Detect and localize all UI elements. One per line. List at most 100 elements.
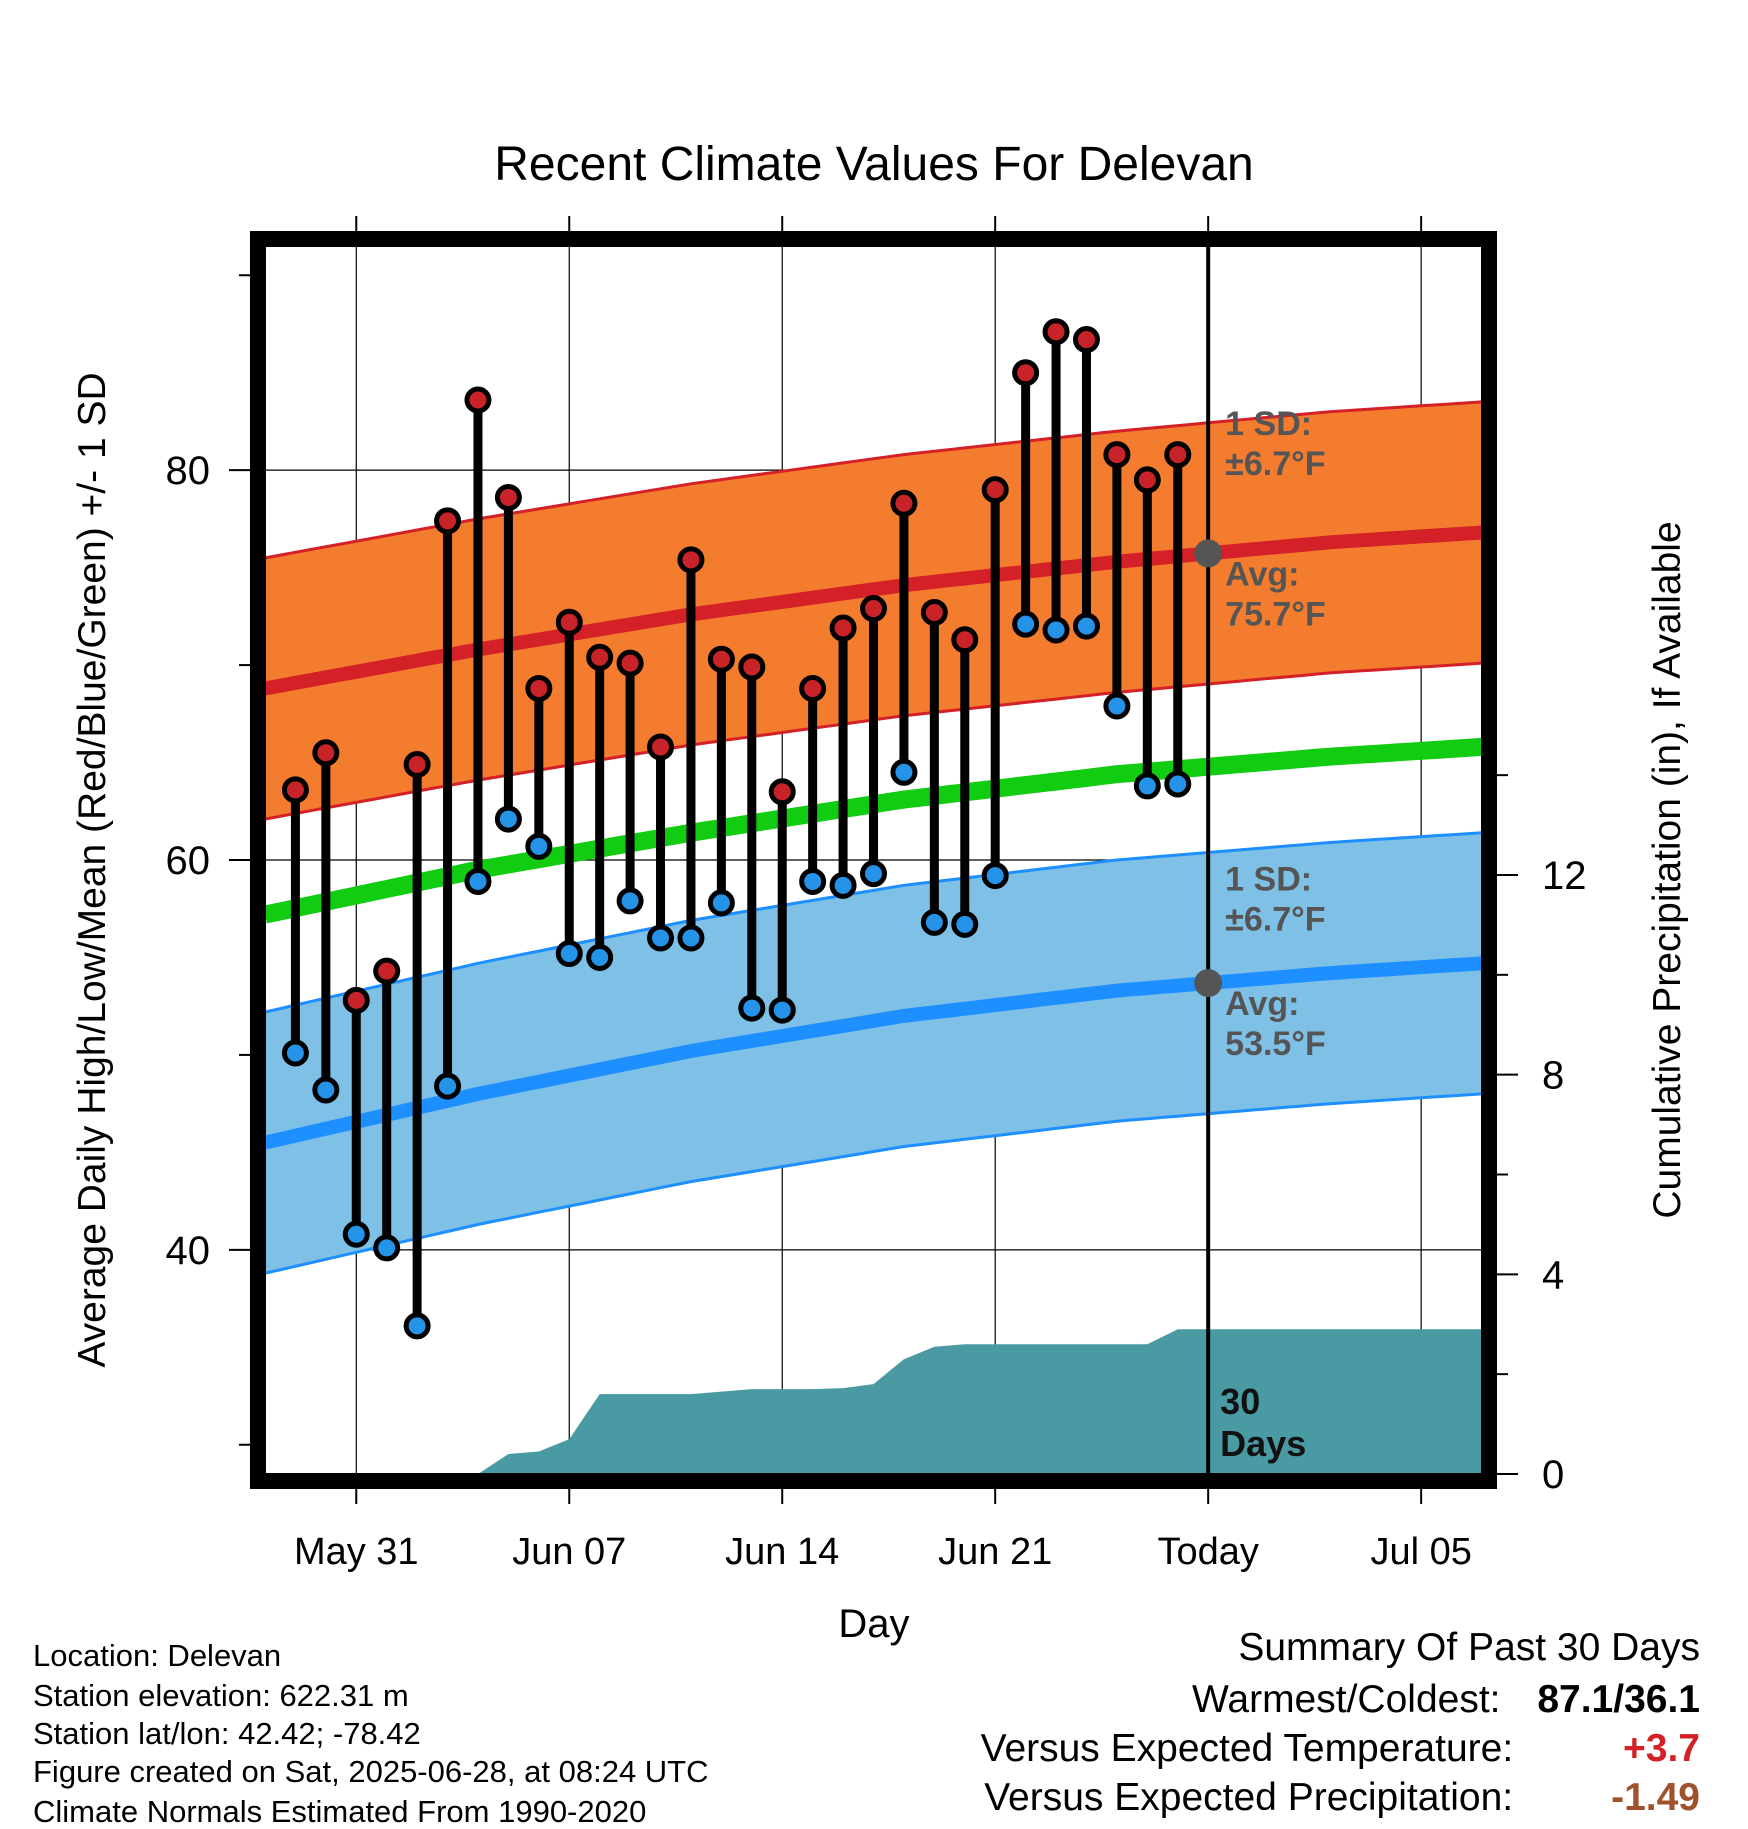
daily-low-point bbox=[373, 1234, 401, 1262]
chart-title: Recent Climate Values For Delevan bbox=[494, 138, 1253, 191]
daily-high-point bbox=[768, 778, 796, 806]
daily-low-point bbox=[342, 1220, 370, 1248]
temp-anomaly-value: +3.7 bbox=[1623, 1727, 1700, 1770]
high-avg-value: 75.7°F bbox=[1225, 595, 1326, 633]
daily-low-point bbox=[1133, 772, 1161, 800]
daily-low-point bbox=[281, 1039, 309, 1067]
daily-low-point bbox=[738, 994, 766, 1022]
temp-anomaly-label: Versus Expected Temperature: bbox=[980, 1727, 1514, 1770]
summary-temperature: Versus Expected Temperature: +3.7 bbox=[981, 1729, 1700, 1768]
daily-low-point bbox=[312, 1076, 340, 1104]
daily-low-point bbox=[677, 924, 705, 952]
daily-low-point bbox=[829, 871, 857, 899]
y-axis-label-left: Average Daily High/Low/Mean (Red/Blue/Gr… bbox=[71, 372, 114, 1367]
y-right-tick-label: 4 bbox=[1542, 1253, 1564, 1297]
daily-low-point bbox=[707, 889, 735, 917]
daily-high-point bbox=[738, 653, 766, 681]
daily-low-point bbox=[799, 867, 827, 895]
summary-title: Summary Of Past 30 Days bbox=[1238, 1626, 1700, 1669]
daily-low-point bbox=[647, 924, 675, 952]
x-tick-label: Jul 05 bbox=[1370, 1531, 1471, 1573]
info-elevation: Station elevation: 622.31 m bbox=[33, 1678, 409, 1713]
daily-low-point bbox=[920, 908, 948, 936]
daily-high-point bbox=[464, 386, 492, 414]
daily-low-point bbox=[525, 832, 553, 860]
daily-low-point bbox=[1164, 770, 1192, 798]
daily-low-point bbox=[1103, 692, 1131, 720]
daily-low-point bbox=[616, 887, 644, 915]
daily-low-point bbox=[494, 805, 522, 833]
daily-low-point bbox=[1012, 610, 1040, 638]
normal-low-line bbox=[265, 956, 1482, 1150]
daily-low-point bbox=[1042, 616, 1070, 644]
days-label-text: Days bbox=[1220, 1423, 1306, 1464]
low-sd-label: 1 SD: bbox=[1225, 860, 1312, 898]
daily-high-point bbox=[829, 614, 857, 642]
normal-high-line bbox=[265, 525, 1482, 696]
today-low-normal-marker bbox=[1194, 969, 1223, 998]
info-latlon: Station lat/lon: 42.42; -78.42 bbox=[33, 1716, 421, 1751]
y-axis-label-right: Cumulative Precipitation (in), If Availa… bbox=[1646, 521, 1689, 1218]
y-left-tick-label: 60 bbox=[166, 839, 211, 883]
low-sd-value: ±6.7°F bbox=[1225, 900, 1325, 938]
daily-high-point bbox=[586, 643, 614, 671]
daily-high-point bbox=[707, 645, 735, 673]
today-high-normal-marker bbox=[1194, 539, 1223, 568]
y-right-tick-label: 12 bbox=[1542, 854, 1587, 898]
precip-anomaly-value: -1.49 bbox=[1611, 1776, 1700, 1819]
x-tick-label: Jun 14 bbox=[725, 1531, 839, 1573]
daily-high-point bbox=[342, 986, 370, 1014]
daily-high-point bbox=[1072, 326, 1100, 354]
plot-frame bbox=[250, 231, 1497, 1489]
daily-low-point bbox=[860, 860, 887, 888]
daily-low-point bbox=[1072, 612, 1100, 640]
low-avg-value: 53.5°F bbox=[1225, 1025, 1326, 1063]
warmest-coldest-label: Warmest/Coldest: bbox=[1192, 1678, 1501, 1721]
daily-low-point bbox=[434, 1072, 462, 1100]
y-right-tick-label: 0 bbox=[1542, 1453, 1564, 1497]
daily-high-point bbox=[1103, 441, 1131, 469]
daily-high-point bbox=[312, 739, 340, 767]
low-sd-lower-line bbox=[265, 1092, 1482, 1275]
daily-low-point bbox=[768, 996, 796, 1024]
precip-anomaly-label: Versus Expected Precipitation: bbox=[984, 1776, 1514, 1819]
daily-low-point bbox=[586, 943, 614, 971]
daily-high-point bbox=[494, 483, 522, 511]
daily-high-point bbox=[1164, 441, 1192, 469]
daily-low-point bbox=[464, 867, 492, 895]
x-tick-label: Jun 21 bbox=[938, 1531, 1052, 1573]
daily-high-point bbox=[951, 626, 979, 654]
warmest-coldest-value: 87.1/36.1 bbox=[1537, 1678, 1700, 1721]
precip-area bbox=[265, 1329, 1482, 1474]
high-sd-label: 1 SD: bbox=[1225, 405, 1312, 443]
daily-high-point bbox=[981, 476, 1009, 504]
daily-high-point bbox=[890, 489, 918, 517]
summary-precipitation: Versus Expected Precipitation: -1.49 bbox=[984, 1778, 1700, 1817]
x-axis-label: Day bbox=[838, 1602, 909, 1646]
low-avg-label: Avg: bbox=[1225, 985, 1299, 1023]
plot-area bbox=[265, 246, 1482, 1474]
daily-high-point bbox=[920, 598, 948, 626]
high-sd-value: ±6.7°F bbox=[1225, 445, 1325, 483]
daily-high-point bbox=[616, 649, 644, 677]
daily-high-point bbox=[373, 957, 401, 985]
daily-low-point bbox=[981, 862, 1009, 890]
daily-high-point bbox=[1133, 466, 1161, 494]
daily-low-point bbox=[890, 758, 918, 786]
summary-warmest-coldest: Warmest/Coldest: 87.1/36.1 bbox=[1192, 1680, 1700, 1719]
info-created: Figure created on Sat, 2025-06-28, at 08… bbox=[33, 1754, 709, 1789]
days-label-number: 30 bbox=[1220, 1381, 1260, 1422]
y-left-tick-label: 80 bbox=[166, 449, 211, 493]
info-location: Location: Delevan bbox=[33, 1638, 282, 1673]
daily-high-point bbox=[555, 608, 583, 636]
y-left-tick-label: 40 bbox=[166, 1229, 211, 1273]
high-sd-upper-line bbox=[265, 400, 1482, 560]
daily-high-point bbox=[1042, 318, 1070, 346]
x-tick-label: Today bbox=[1157, 1531, 1258, 1573]
daily-low-point bbox=[403, 1312, 431, 1340]
info-normals: Climate Normals Estimated From 1990-2020 bbox=[33, 1794, 647, 1829]
low-sd-band bbox=[265, 832, 1482, 1274]
daily-high-point bbox=[1012, 359, 1040, 387]
daily-high-point bbox=[281, 776, 309, 804]
